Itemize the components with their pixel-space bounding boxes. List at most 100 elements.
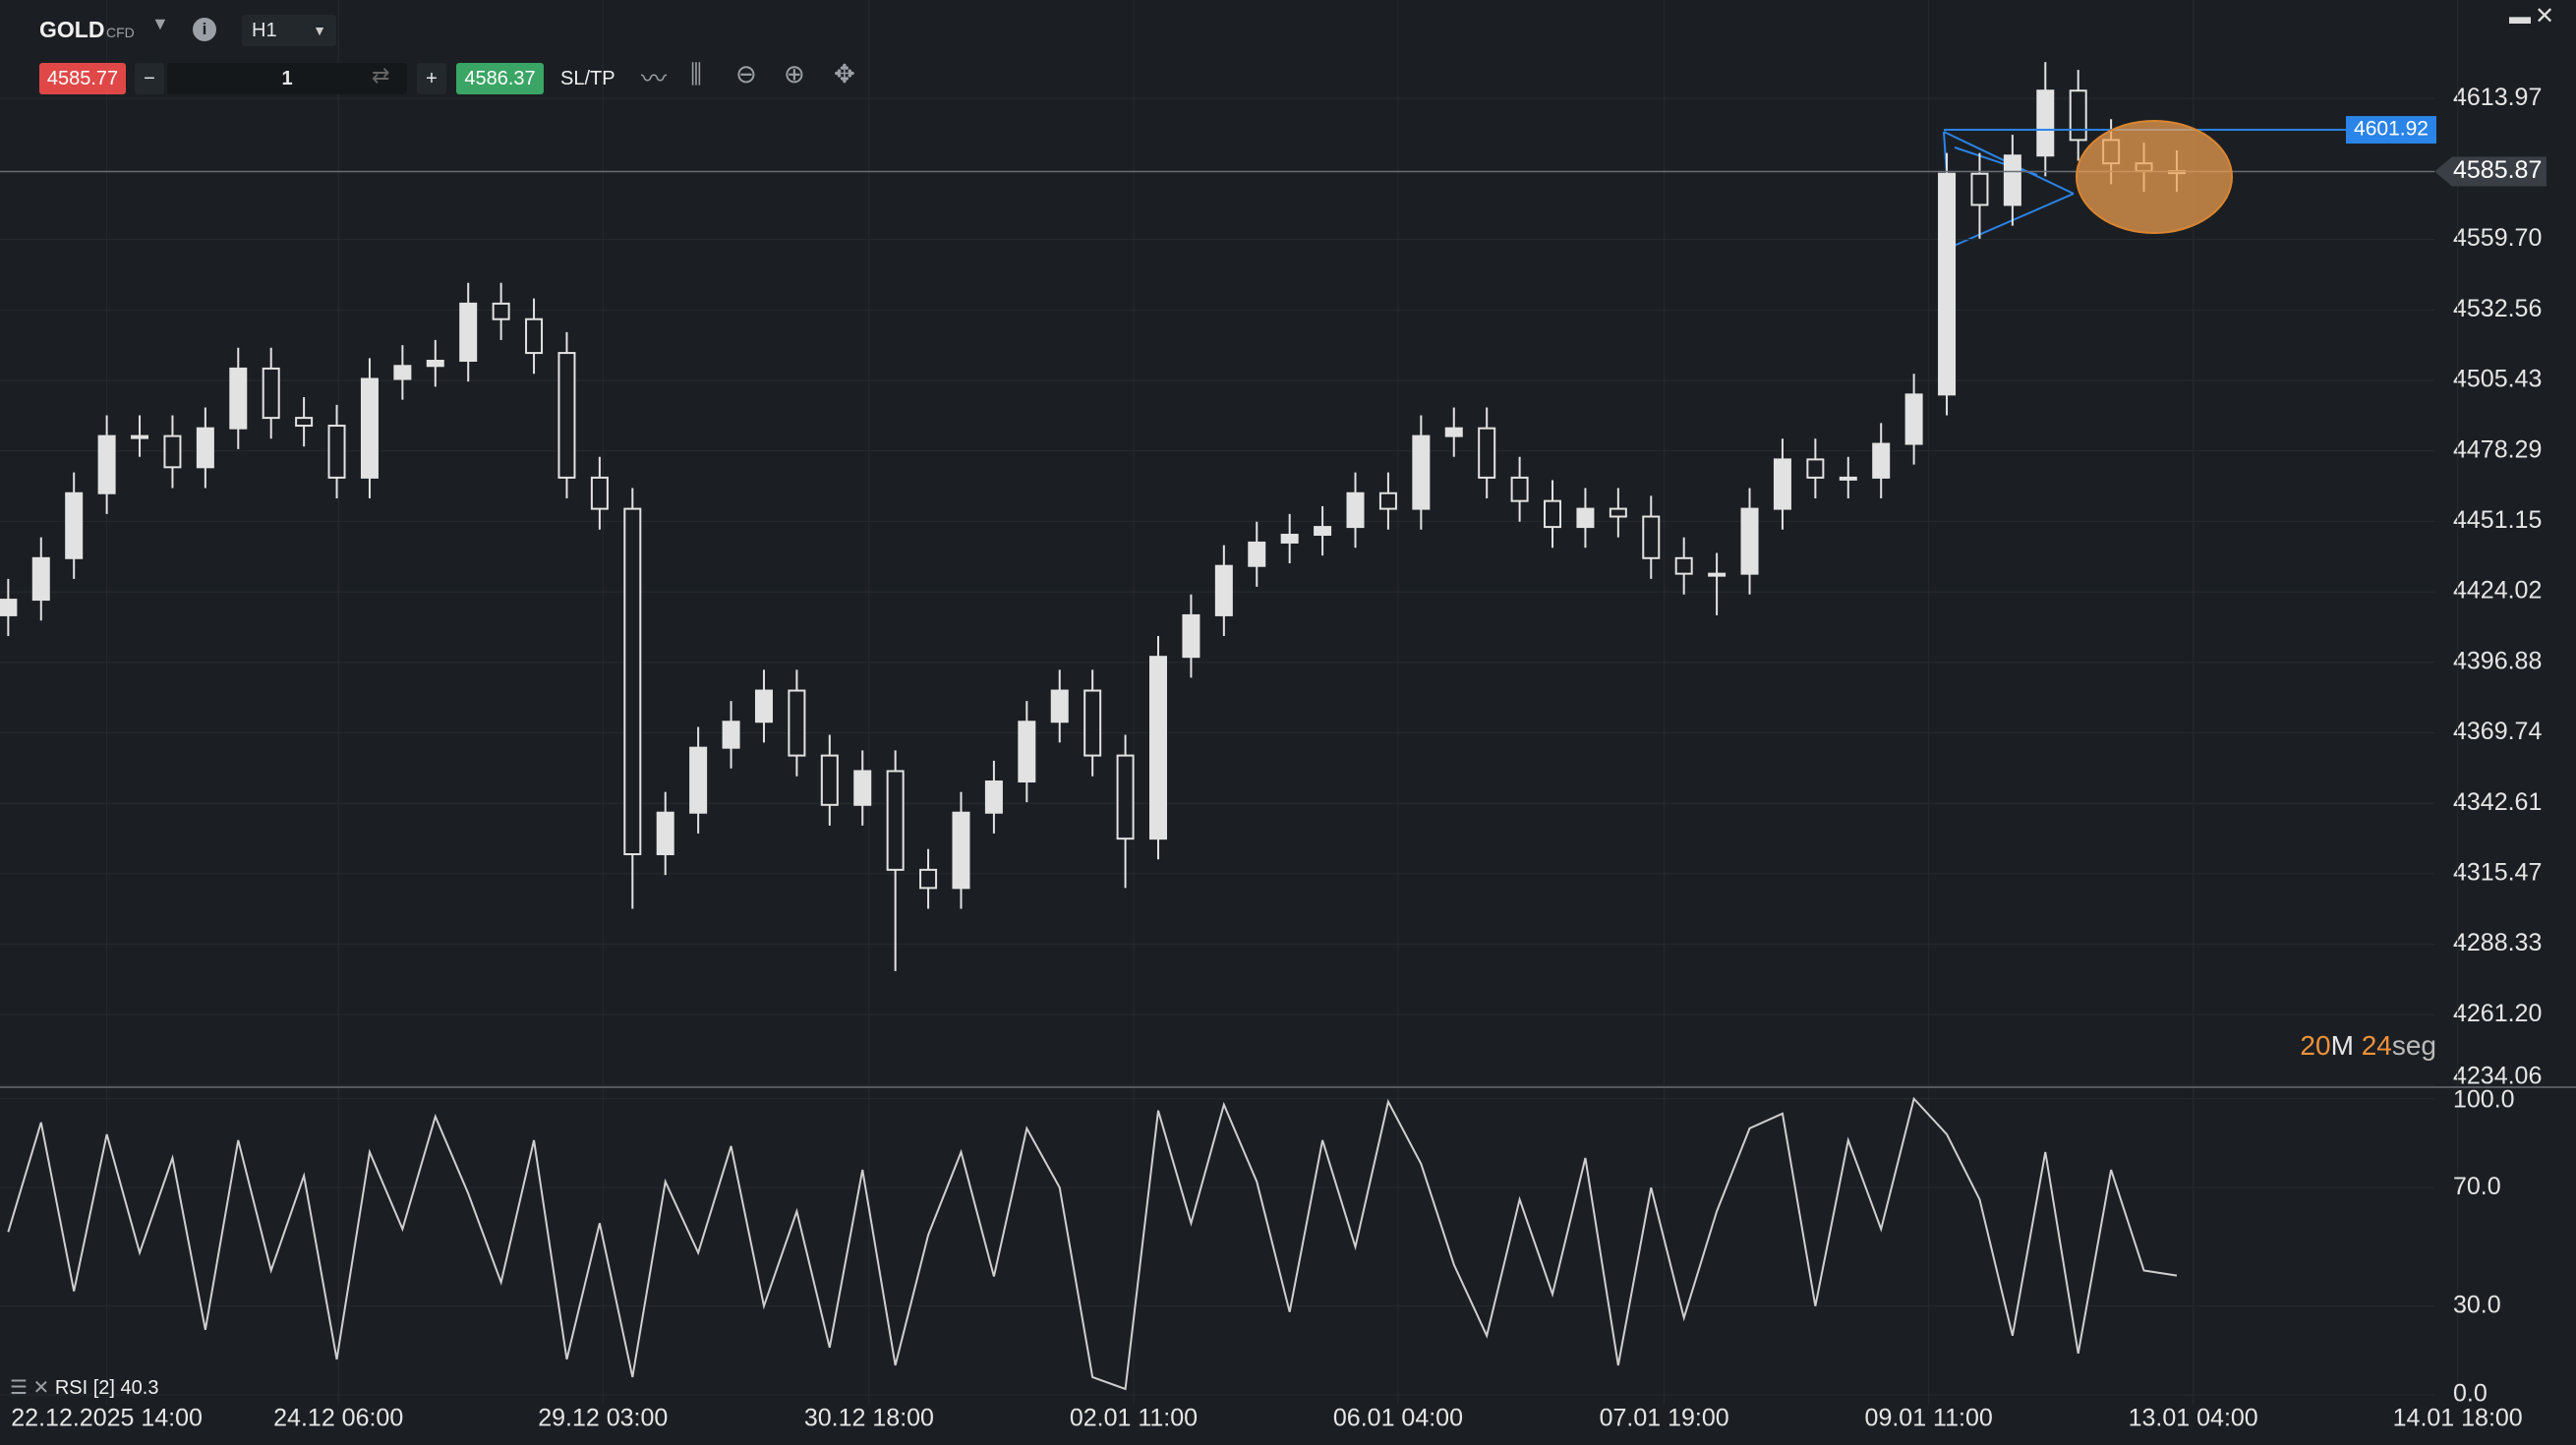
candle-body <box>1576 507 1595 529</box>
candle-body <box>820 754 839 806</box>
candle-body <box>1050 689 1069 723</box>
candle-body <box>459 302 478 362</box>
candle-body <box>360 377 379 479</box>
x-tick-label: 07.01 19:00 <box>1600 1405 1729 1432</box>
sl-tp-button[interactable]: SL/TP <box>560 68 615 89</box>
candle-body <box>1839 476 1857 481</box>
y-tick-label: 4451.15 <box>2453 506 2542 534</box>
y-tick-label: 4532.56 <box>2453 295 2542 322</box>
candle-body <box>590 476 609 510</box>
y-tick-label: 100.0 <box>2453 1086 2515 1114</box>
x-tick-label: 24.12 06:00 <box>273 1405 403 1432</box>
plus-button[interactable]: + <box>417 63 446 94</box>
info-icon[interactable]: i <box>193 18 216 41</box>
candle-body <box>1018 721 1036 783</box>
countdown: 20M 24seg <box>2300 1030 2436 1062</box>
candle-body <box>1806 458 1825 479</box>
rsi-last-value: 40.3 <box>120 1377 159 1399</box>
candle-body <box>1510 476 1529 502</box>
minimize-icon[interactable]: ▬ <box>2509 4 2531 29</box>
candle-body <box>1674 556 1693 575</box>
ask-price[interactable]: 4586.37 <box>456 63 544 94</box>
current-price-box <box>2434 156 2547 187</box>
quantity-input[interactable]: 1 <box>167 63 407 94</box>
rsi-line <box>7 1096 2178 1391</box>
candle-body <box>393 365 412 380</box>
y-tick-label: 70.0 <box>2453 1173 2501 1200</box>
candle-body <box>1378 491 1397 510</box>
y-tick-label: 4288.33 <box>2453 929 2542 956</box>
y-tick-label: 4342.61 <box>2453 788 2542 816</box>
candle-body <box>97 434 116 494</box>
candle-body <box>426 359 444 368</box>
y-tick-label: 4369.74 <box>2453 718 2542 745</box>
candle-body <box>1182 613 1200 659</box>
x-tick-label: 02.01 11:00 <box>1070 1405 1198 1432</box>
countdown-seconds-unit: seg <box>2391 1030 2436 1061</box>
countdown-minutes-unit: M <box>2330 1030 2354 1061</box>
x-tick-label: 14.01 18:00 <box>2393 1405 2523 1432</box>
candle-body <box>492 302 510 320</box>
rsi-legend: ☰ ✕ RSI [2] 40.3 <box>10 1372 158 1404</box>
candle-body <box>327 425 346 479</box>
candle-body <box>1708 572 1727 577</box>
candle-body <box>1938 172 1957 396</box>
line-label-box <box>2346 116 2436 144</box>
candle-body <box>65 491 84 559</box>
menu-icon[interactable]: ☰ ✕ <box>10 1377 50 1399</box>
candle-body <box>886 770 905 871</box>
candle-body <box>1740 507 1759 575</box>
line-chart-icon[interactable]: 〰 <box>641 64 668 93</box>
candle-body <box>754 689 773 723</box>
candle-body <box>262 367 280 420</box>
symbol-dropdown[interactable]: ▼ <box>151 14 169 33</box>
candle-body <box>1116 754 1135 840</box>
timeframe-label: H1 <box>252 20 277 41</box>
candle-body <box>656 811 674 856</box>
y-tick-label: 30.0 <box>2453 1291 2501 1318</box>
candle-body <box>1444 427 1463 437</box>
countdown-minutes: 20 <box>2300 1030 2331 1061</box>
current-price-label: 4585.87 <box>2453 156 2542 184</box>
zoom-out-icon[interactable]: ⊖ <box>735 59 757 88</box>
bid-price[interactable]: 4585.77 <box>39 63 126 94</box>
y-tick-label: 4505.43 <box>2453 366 2542 393</box>
candle-body <box>1214 564 1233 616</box>
close-icon[interactable]: ✕ <box>2535 3 2555 29</box>
candle-body <box>1642 515 1661 559</box>
candle-body <box>1280 534 1299 544</box>
candle-body <box>1609 507 1627 518</box>
candle-body <box>196 427 214 469</box>
candle-body <box>557 352 576 479</box>
candle-body <box>31 556 50 602</box>
y-tick-label: 4613.97 <box>2453 84 2542 111</box>
line-label: 4601.92 <box>2354 118 2429 141</box>
symbol[interactable]: GOLD <box>39 17 105 42</box>
candle-icon[interactable]: ⫼ <box>690 59 702 88</box>
highlight-ellipse <box>2076 120 2233 234</box>
candle-body <box>853 770 872 806</box>
candle-body <box>623 507 642 856</box>
y-tick-label: 0.0 <box>2453 1380 2488 1408</box>
candle-body <box>1544 499 1562 529</box>
candle-body <box>525 318 544 355</box>
candle-body <box>2003 154 2021 206</box>
dropdown-arrow: ▼ <box>313 23 326 38</box>
candle-body <box>2069 89 2087 142</box>
timeframe[interactable]: H1 ▼ <box>242 15 336 46</box>
y-tick-label: 4261.20 <box>2453 1000 2542 1027</box>
candle-body <box>1346 491 1365 529</box>
swap-icon[interactable]: ⇄ <box>372 63 390 87</box>
instrument-type: CFD <box>106 25 135 40</box>
y-tick-label: 4424.02 <box>2453 577 2542 605</box>
candle-body <box>1872 442 1891 479</box>
minus-button[interactable]: − <box>135 63 164 94</box>
y-tick-label: 4315.47 <box>2453 859 2542 887</box>
y-tick-label: 4234.06 <box>2453 1063 2542 1090</box>
zoom-in-icon[interactable]: ⊕ <box>784 59 805 88</box>
candle-body <box>722 721 740 749</box>
crosshair-icon[interactable]: ✥ <box>834 59 855 88</box>
candle-body <box>0 599 18 616</box>
candle-body <box>1248 541 1266 567</box>
